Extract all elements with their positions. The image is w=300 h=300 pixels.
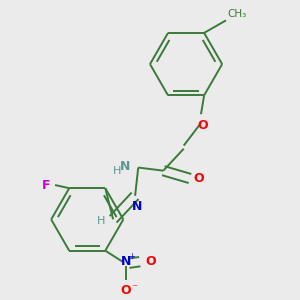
Text: H: H bbox=[97, 216, 105, 226]
Text: CH₃: CH₃ bbox=[228, 9, 247, 19]
Text: H: H bbox=[112, 166, 121, 176]
Text: F: F bbox=[42, 178, 50, 192]
Text: N: N bbox=[121, 255, 131, 268]
Text: O: O bbox=[194, 172, 204, 185]
Text: ⁻: ⁻ bbox=[131, 284, 137, 294]
Text: O: O bbox=[197, 119, 208, 132]
Text: O: O bbox=[146, 255, 156, 268]
Text: N: N bbox=[120, 160, 130, 173]
Text: O: O bbox=[120, 284, 131, 297]
Text: N: N bbox=[131, 200, 142, 214]
Text: +: + bbox=[128, 252, 135, 261]
